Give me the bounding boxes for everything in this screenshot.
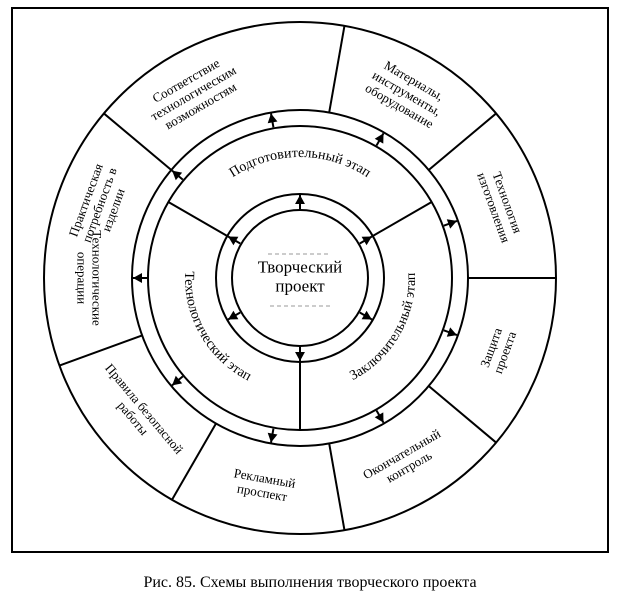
outer-sector-label: Правила безопаснойработы xyxy=(91,360,186,466)
outer-sector-label: Рекламныйпроспект xyxy=(230,465,297,505)
outer-sector-label: Технологическиеоперации xyxy=(75,230,105,326)
figure-caption: Рис. 85. Схемы выполнения творческого пр… xyxy=(0,574,620,592)
outer-sector-label: Соответствиетехнологическимвозможностям xyxy=(141,50,246,136)
svg-text:Правила безопасной: Правила безопасной xyxy=(102,360,186,456)
outer-sector-label: Окончательныйконтроль xyxy=(360,426,450,495)
svg-text:Подготовительный этап: Подготовительный этап xyxy=(227,146,374,181)
outer-sector-label: Материалы,инструменты,оборудование xyxy=(362,55,451,132)
outer-sector-label: Технологияизготовления xyxy=(474,165,527,244)
svg-text:проект: проект xyxy=(275,276,325,295)
outer-sector-label: Защитапроекта xyxy=(476,324,519,375)
svg-text:операции: операции xyxy=(75,252,90,304)
circular-diagram: ТворческийпроектПодготовительный этапЗак… xyxy=(0,0,620,560)
svg-text:Творческий: Творческий xyxy=(258,257,343,276)
